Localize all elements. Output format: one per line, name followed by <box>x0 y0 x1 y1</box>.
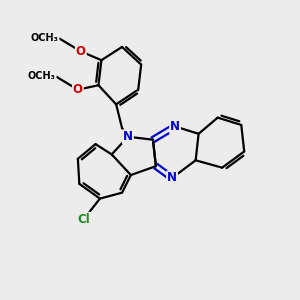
Text: N: N <box>170 120 180 133</box>
Text: N: N <box>167 172 177 184</box>
Text: O: O <box>76 45 86 58</box>
Text: Cl: Cl <box>77 213 90 226</box>
Text: OCH₃: OCH₃ <box>28 71 56 81</box>
Text: OCH₃: OCH₃ <box>31 33 59 43</box>
Text: O: O <box>73 83 83 96</box>
Text: N: N <box>123 130 133 143</box>
